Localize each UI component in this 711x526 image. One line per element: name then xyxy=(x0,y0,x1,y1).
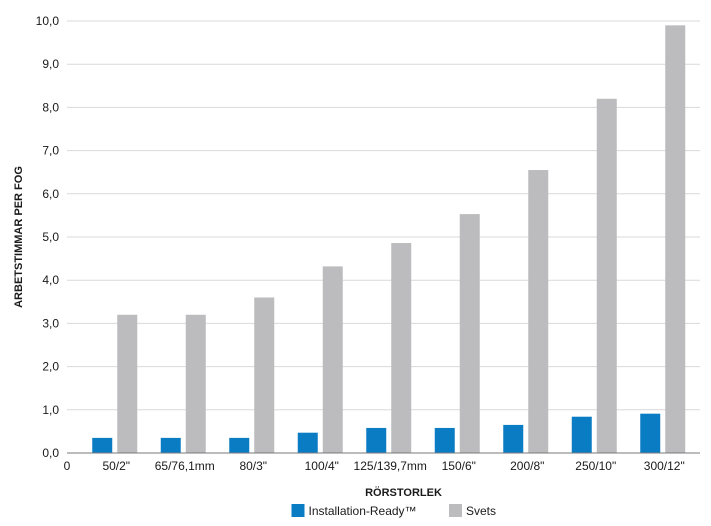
bar-installation-ready xyxy=(571,416,592,453)
x-tick-label: 150/6" xyxy=(442,459,476,473)
x-tick-label: 300/12" xyxy=(644,459,685,473)
y-tick-label: 10,0 xyxy=(36,14,60,28)
bar-installation-ready xyxy=(229,437,250,453)
bar-installation-ready xyxy=(434,427,455,453)
gridlines xyxy=(67,20,700,411)
x-tick-label: 250/10" xyxy=(575,459,616,473)
bar-svets xyxy=(391,243,412,453)
x-tick-label: 80/3" xyxy=(239,459,267,473)
legend-label: Installation-Ready™ xyxy=(309,504,417,518)
bar-svets xyxy=(596,98,617,453)
legend-swatch xyxy=(449,504,462,517)
y-axis-title: ARBETSTIMMAR PER FOG xyxy=(13,166,25,308)
legend: Installation-Ready™ Svets xyxy=(291,504,496,518)
bar-svets xyxy=(528,170,549,454)
bar-svets xyxy=(254,297,275,453)
legend-swatch xyxy=(291,504,305,517)
bar-svets xyxy=(185,314,206,453)
y-tick-label: 2,0 xyxy=(42,360,59,374)
x-tick-labels: 50/2" 65/76,1mm 80/3" 100/4" 125/139,7mm 150/… xyxy=(102,459,684,473)
x-axis-title: RÖRSTORLEK xyxy=(365,486,442,499)
bar-svets xyxy=(665,25,686,453)
bar-svets xyxy=(459,214,480,453)
x-tick-label: 100/4" xyxy=(305,459,339,473)
y-tick-label: 6,0 xyxy=(42,187,59,201)
y-tick-label: 9,0 xyxy=(42,57,59,71)
bar-installation-ready xyxy=(297,432,318,453)
x-tick-label: 50/2" xyxy=(102,459,130,473)
bar-installation-ready xyxy=(160,437,181,453)
y-tick-label: 5,0 xyxy=(42,230,59,244)
y-tick-label: 1,0 xyxy=(42,403,59,417)
y-tick-label: 0,0 xyxy=(42,446,59,460)
y-tick-label: 7,0 xyxy=(42,144,59,158)
x-origin-label: 0 xyxy=(64,459,71,473)
y-tick-label: 8,0 xyxy=(42,100,59,114)
bar-svets xyxy=(322,266,343,453)
x-tick-label: 125/139,7mm xyxy=(354,459,427,473)
x-tick-label: 65/76,1mm xyxy=(155,459,215,473)
x-tick-label: 200/8" xyxy=(510,459,544,473)
bar-installation-ready xyxy=(640,413,661,453)
bar-installation-ready xyxy=(92,437,113,453)
legend-label: Svets xyxy=(466,504,496,518)
y-tick-label: 3,0 xyxy=(42,316,59,330)
y-tick-label: 4,0 xyxy=(42,273,59,287)
y-tick-labels: 0,0 1,0 2,0 3,0 4,0 5,0 6,0 7,0 8,0 9,0 10,0 xyxy=(36,14,60,460)
bar-installation-ready xyxy=(503,424,524,453)
bars xyxy=(92,25,686,454)
bar-installation-ready xyxy=(366,427,387,453)
bar-svets xyxy=(117,314,138,453)
